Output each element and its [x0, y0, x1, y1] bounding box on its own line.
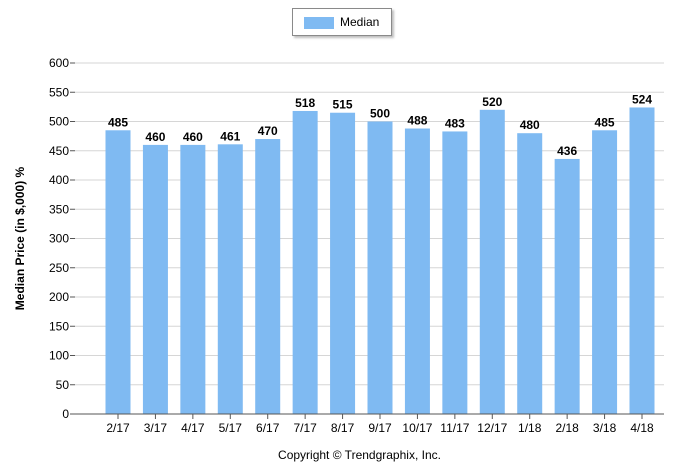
data-label: 520 — [482, 95, 502, 109]
data-label: 470 — [258, 124, 278, 138]
bar — [367, 121, 393, 414]
data-label: 436 — [557, 144, 577, 158]
bar — [629, 107, 655, 415]
y-tick-label: 0 — [62, 407, 69, 421]
data-label: 500 — [370, 107, 390, 121]
x-tick-label: 5/17 — [219, 421, 243, 435]
data-label: 485 — [108, 115, 128, 129]
bar — [404, 128, 430, 414]
y-tick-label: 300 — [49, 232, 69, 246]
y-tick-label: 500 — [49, 115, 69, 129]
bar — [292, 110, 318, 414]
bars — [105, 107, 655, 415]
bar — [142, 144, 168, 414]
y-tick-label: 400 — [49, 173, 69, 187]
data-label: 515 — [333, 98, 353, 112]
x-tick-label: 7/17 — [293, 421, 317, 435]
y-tick-label: 250 — [49, 261, 69, 275]
bar — [217, 144, 243, 414]
legend-swatch-median — [304, 17, 334, 29]
x-tick-label: 4/17 — [181, 421, 205, 435]
y-tick-label: 550 — [49, 85, 69, 99]
data-label: 485 — [595, 115, 615, 129]
x-tick-label: 8/17 — [331, 421, 355, 435]
data-label: 460 — [145, 130, 165, 144]
x-tick-label: 3/17 — [144, 421, 168, 435]
data-labels: 485 460 460 461 470 518 515 500 488 483 520 480 436 4… — [108, 92, 652, 157]
bar — [105, 130, 131, 414]
bar — [479, 109, 505, 415]
legend: Median — [292, 8, 392, 36]
x-tick-label: 12/17 — [477, 421, 507, 435]
bar — [442, 131, 468, 414]
x-tick-label: 2/17 — [106, 421, 130, 435]
data-label: 480 — [520, 118, 540, 132]
x-tick-label: 3/18 — [593, 421, 617, 435]
bar — [592, 130, 618, 414]
x-axis-ticks: 2/17 3/17 4/17 5/17 6/17 7/17 8/17 9/17 10/17 11/… — [106, 414, 654, 435]
y-tick-label: 600 — [49, 56, 69, 70]
data-label: 488 — [407, 114, 427, 128]
data-label: 518 — [295, 96, 315, 110]
y-tick-label: 100 — [49, 349, 69, 363]
y-tick-label: 450 — [49, 144, 69, 158]
data-label: 524 — [632, 92, 652, 106]
y-tick-label: 150 — [49, 319, 69, 333]
y-tick-label: 200 — [49, 290, 69, 304]
y-axis-ticks: 0 50 100 150 200 250 300 350 400 450 500 550 600 — [49, 56, 75, 421]
copyright-footer: Copyright © Trendgraphix, Inc. — [278, 448, 441, 462]
bar — [180, 144, 206, 414]
bar — [255, 139, 281, 415]
x-tick-label: 1/18 — [518, 421, 542, 435]
data-label: 483 — [445, 116, 465, 130]
data-label: 461 — [220, 129, 240, 143]
y-tick-label: 50 — [56, 378, 70, 392]
x-tick-label: 4/18 — [630, 421, 654, 435]
data-label: 460 — [183, 130, 203, 144]
y-tick-label: 350 — [49, 202, 69, 216]
bar — [554, 158, 580, 414]
x-tick-label: 2/18 — [555, 421, 579, 435]
bar — [330, 112, 356, 414]
x-tick-label: 9/17 — [368, 421, 392, 435]
bar — [517, 133, 543, 414]
y-axis-label: Median Price (in $,000) % — [13, 166, 27, 310]
x-tick-label: 11/17 — [440, 421, 469, 435]
x-tick-label: 10/17 — [402, 421, 432, 435]
x-tick-label: 6/17 — [256, 421, 280, 435]
legend-label-median: Median — [340, 15, 380, 29]
